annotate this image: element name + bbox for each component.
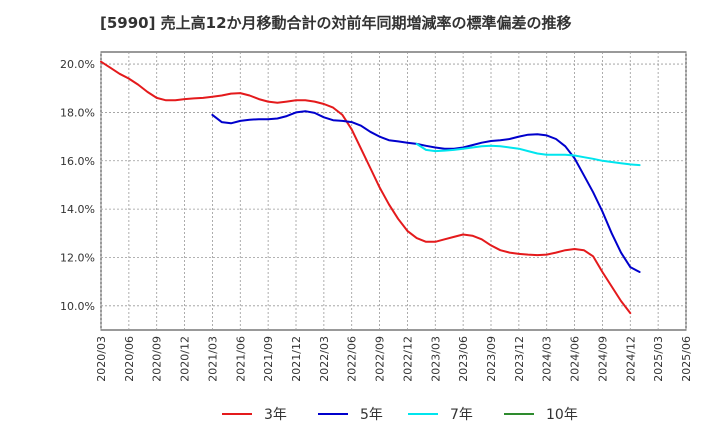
x-tick-label: 2023/12 [513,336,526,382]
legend-item-0: 3年 [222,407,287,423]
series-line-1 [211,110,641,273]
x-tick-label: 2023/03 [429,336,442,382]
x-tick-label: 2020/06 [123,336,136,382]
legend-item-1: 5年 [318,407,383,423]
x-tick-label: 2021/03 [206,336,219,382]
y-tick-label: 10.0% [60,300,95,313]
legend-label: 3年 [264,407,287,423]
x-tick-label: 2022/03 [318,336,331,382]
x-tick-label: 2021/12 [290,336,303,382]
chart-title: [5990] 売上高12か月移動合計の対前年同期増減率の標準偏差の推移 [100,14,572,32]
x-tick-label: 2022/09 [374,336,387,382]
legend-item-2: 7年 [408,407,473,423]
x-tick-label: 2025/03 [652,336,665,382]
legend-label: 10年 [546,407,578,423]
x-tick-label: 2020/12 [179,336,192,382]
legend-item-3: 10年 [504,407,578,423]
x-tick-label: 2020/03 [95,336,108,382]
plot-area [100,51,687,331]
legend-label: 5年 [360,407,383,423]
x-tick-label: 2022/06 [346,336,359,382]
x-tick-label: 2021/06 [234,336,247,382]
y-tick-label: 14.0% [60,203,95,216]
y-tick-label: 16.0% [60,155,95,168]
legend-label: 7年 [450,407,473,423]
series-line-2 [415,142,641,167]
x-tick-label: 2024/12 [624,336,637,382]
y-tick-label: 18.0% [60,106,95,119]
x-tick-label: 2024/06 [569,336,582,382]
y-tick-label: 20.0% [60,58,95,71]
x-tick-label: 2025/06 [680,336,693,382]
x-tick-label: 2023/06 [457,336,470,382]
y-tick-label: 12.0% [60,251,95,264]
x-tick-label: 2021/09 [262,336,275,382]
x-tick-label: 2022/12 [401,336,414,382]
x-tick-label: 2024/09 [596,336,609,382]
x-tick-label: 2023/09 [485,336,498,382]
x-tick-label: 2020/09 [151,336,164,382]
series-line-0 [100,60,632,315]
x-tick-label: 2024/03 [541,336,554,382]
